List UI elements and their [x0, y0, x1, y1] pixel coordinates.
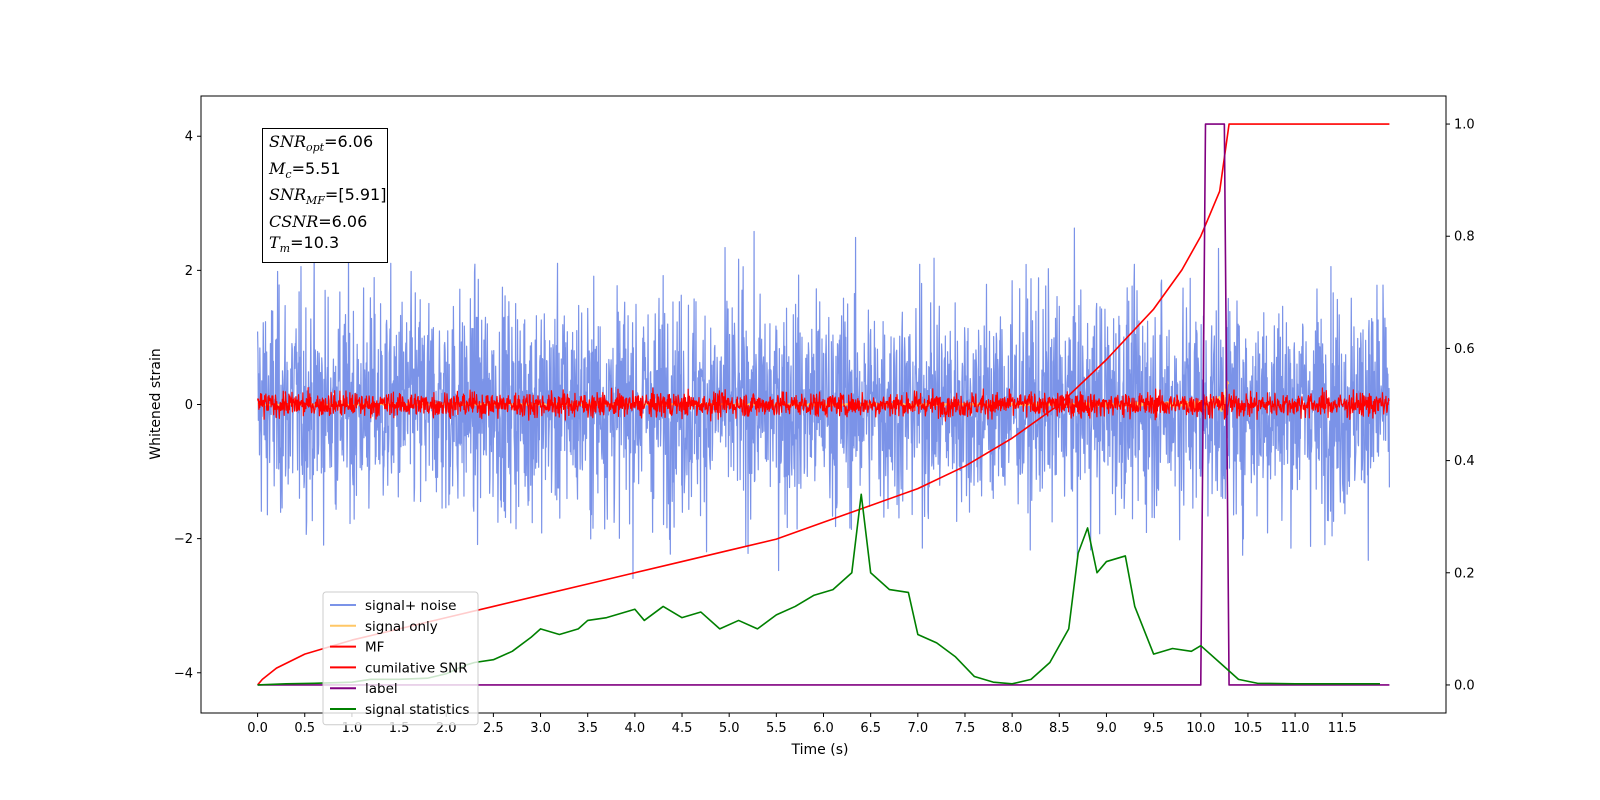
legend-label: cumilative SNR	[365, 660, 468, 676]
x-tick-label: 4.5	[672, 721, 693, 736]
x-tick-label: 5.5	[766, 721, 787, 736]
x-tick-label: 9.0	[1096, 721, 1117, 736]
csnr-line: CSNR=6.06	[269, 212, 382, 233]
info-box: SNRopt=6.06 Mc=5.51 SNRMF=[5.91] CSNR=6.…	[262, 128, 388, 263]
y2-tick-label: 0.4	[1454, 454, 1475, 469]
x-tick-label: 6.0	[813, 721, 834, 736]
x-tick-label: 10.5	[1233, 721, 1262, 736]
x-tick-label: 11.5	[1328, 721, 1357, 736]
y-tick-label: −4	[174, 666, 193, 681]
y2-tick-label: 0.6	[1454, 342, 1475, 357]
tm-line: Tm=10.3	[269, 233, 382, 260]
legend: signal+ noise signal only MF cumilative SNR…	[323, 592, 478, 725]
snr-mf-line: SNRMF=[5.91]	[269, 185, 382, 212]
x-tick-label: 11.0	[1281, 721, 1310, 736]
y-tick-label: 4	[185, 130, 193, 145]
legend-label: signal only	[365, 619, 438, 635]
y-tick-label: 2	[185, 264, 193, 279]
snr-opt-line: SNRopt=6.06	[269, 132, 382, 159]
x-tick-label: 8.0	[1002, 721, 1023, 736]
x-tick-label: 3.0	[530, 721, 551, 736]
legend-label: label	[365, 681, 398, 697]
legend-label: MF	[365, 640, 384, 656]
x-tick-label: 2.5	[483, 721, 504, 736]
x-tick-label: 6.5	[860, 721, 881, 736]
y2-tick-label: 0.2	[1454, 566, 1475, 581]
y2-tick-label: 0.8	[1454, 230, 1475, 245]
x-tick-label: 9.5	[1143, 721, 1164, 736]
legend-label: signal+ noise	[365, 598, 456, 614]
y2-tick-label: 0.0	[1454, 678, 1475, 693]
x-tick-label: 7.5	[955, 721, 976, 736]
x-tick-label: 4.0	[625, 721, 646, 736]
x-tick-label: 3.5	[577, 721, 598, 736]
y2-tick-label: 1.0	[1454, 118, 1475, 133]
legend-label: signal statistics	[365, 702, 469, 718]
x-axis-label: Time (s)	[791, 742, 849, 758]
y-tick-label: −2	[174, 532, 193, 547]
x-tick-label: 10.0	[1186, 721, 1215, 736]
y-axis-label: Whitened strain	[148, 348, 164, 459]
x-tick-label: 8.5	[1049, 721, 1070, 736]
mc-line: Mc=5.51	[269, 159, 382, 186]
x-tick-label: 0.5	[294, 721, 315, 736]
x-tick-label: 7.0	[907, 721, 928, 736]
y-tick-label: 0	[185, 398, 193, 413]
x-tick-label: 0.0	[247, 721, 268, 736]
x-tick-label: 5.0	[719, 721, 740, 736]
